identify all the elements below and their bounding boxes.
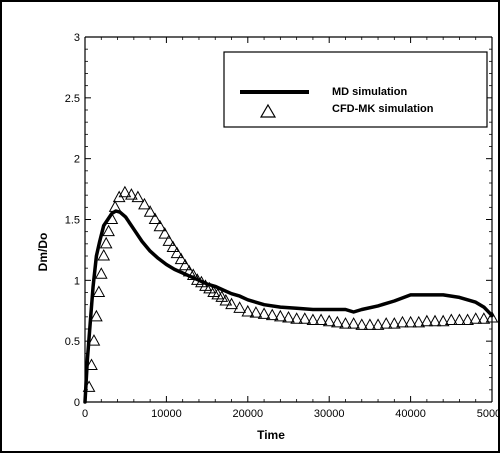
cfd-mk-point <box>249 306 263 318</box>
cfd-mk-point <box>477 312 491 324</box>
cfd-mk-point <box>453 313 466 325</box>
legend-triangle-marker <box>259 103 277 118</box>
cfd-mk-point <box>330 315 344 328</box>
cfd-mk-point <box>158 227 172 239</box>
cfd-mk-point <box>282 311 295 323</box>
cfd-mk-point <box>219 293 233 306</box>
legend-label-md: MD simulation <box>332 86 407 98</box>
axes: 0 0.5 1 1.5 2 2.5 3 0 10000 20000 30000 40000 50000 <box>65 32 500 420</box>
cfd-mk-point <box>203 281 216 294</box>
cfd-mk-point <box>387 317 401 329</box>
cfd-mk-point <box>306 313 320 325</box>
y-tick-label: 0 <box>74 397 80 409</box>
md-simulation-line <box>83 209 494 404</box>
x-tick-label: 0 <box>82 408 88 420</box>
cfd-mk-point <box>97 248 111 261</box>
cfd-mk-point <box>396 315 409 328</box>
cfd-mk-point <box>233 301 247 313</box>
y-tick-label: 2.5 <box>65 93 80 105</box>
cfd-mk-point <box>404 315 417 328</box>
cfd-mk-point <box>298 312 312 324</box>
cfd-mk-point <box>125 188 138 200</box>
cfd-mk-point <box>322 314 336 327</box>
cfd-mk-point <box>469 312 483 324</box>
cfd-mk-point <box>257 307 271 319</box>
y-tick-label: 0.5 <box>65 336 80 348</box>
chart-svg: 00.511.522.5301000020000300004000050000 … <box>36 32 500 442</box>
x-tick-label: 30000 <box>314 408 345 420</box>
cfd-mk-point <box>485 311 499 323</box>
cfd-mk-point <box>105 212 119 224</box>
cfd-mk-point <box>225 297 238 310</box>
cfd-mk-point <box>355 318 369 330</box>
y-tick-label: 1.5 <box>65 215 80 227</box>
cfd-mk-point <box>90 309 103 322</box>
cfd-mk-point <box>143 205 157 217</box>
cfd-mk-point <box>347 317 360 329</box>
cfd-mk-point <box>85 358 98 370</box>
cfd-mk-point <box>94 267 108 279</box>
cfd-mk-point <box>92 285 106 297</box>
x-axis-label: Time <box>257 428 285 442</box>
y-tick-label: 2 <box>74 154 80 166</box>
cfd-mk-point <box>241 304 255 317</box>
cfd-mk-point <box>195 275 208 288</box>
cfd-mk-point <box>412 315 426 328</box>
cfd-mk-point <box>290 312 303 324</box>
series-layer <box>82 185 499 404</box>
cfd-mk-point <box>371 318 385 330</box>
cfd-mk-point <box>170 246 184 259</box>
x-tick-label: 20000 <box>233 408 264 420</box>
x-tick-label: 50000 <box>477 408 498 420</box>
cfd-mk-point <box>186 268 200 280</box>
x-tick-label: 10000 <box>151 408 182 420</box>
cfd-mk-point <box>314 313 328 325</box>
cfd-mk-point <box>102 224 115 237</box>
legend-box <box>223 51 488 128</box>
cfd-mk-point <box>182 264 196 277</box>
y-axis-label: Dm/Do <box>36 233 50 272</box>
cfd-mk-point <box>444 313 458 325</box>
cfd-mk-point <box>148 212 162 224</box>
cfd-mk-point <box>108 200 122 212</box>
cfd-mk-point <box>131 190 145 203</box>
cfd-mk-point <box>339 317 352 329</box>
legend-label-cfd: CFD-MK simulation <box>332 103 434 115</box>
x-tick-label: 40000 <box>395 408 426 420</box>
cfd-mk-point <box>162 234 176 246</box>
cfd-mk-point <box>461 313 474 325</box>
cfd-mk-point <box>82 380 96 392</box>
cfd-mk-point <box>215 290 229 302</box>
cfd-mk-point <box>174 252 188 265</box>
cfd-mk-point <box>420 314 434 327</box>
cfd-mk-point <box>87 334 101 346</box>
cfd-mk-point <box>178 258 192 271</box>
cfd-mk-point <box>436 314 450 327</box>
cfd-mk-point <box>99 236 113 249</box>
cfd-mk-point <box>265 308 279 321</box>
cfd-mk-point <box>153 219 167 232</box>
cfd-mk-point <box>118 185 132 198</box>
cfd-mk-point <box>138 197 151 210</box>
y-tick-label: 1 <box>74 275 80 287</box>
cfd-mk-point <box>379 317 393 329</box>
legend: MD simulation CFD-MK simulation <box>223 51 488 128</box>
cfd-mk-point <box>166 240 180 252</box>
cfd-mk-point <box>274 309 287 322</box>
cfd-mk-point <box>428 314 442 327</box>
y-tick-label: 3 <box>74 32 80 44</box>
cfd-mk-point <box>363 318 377 330</box>
